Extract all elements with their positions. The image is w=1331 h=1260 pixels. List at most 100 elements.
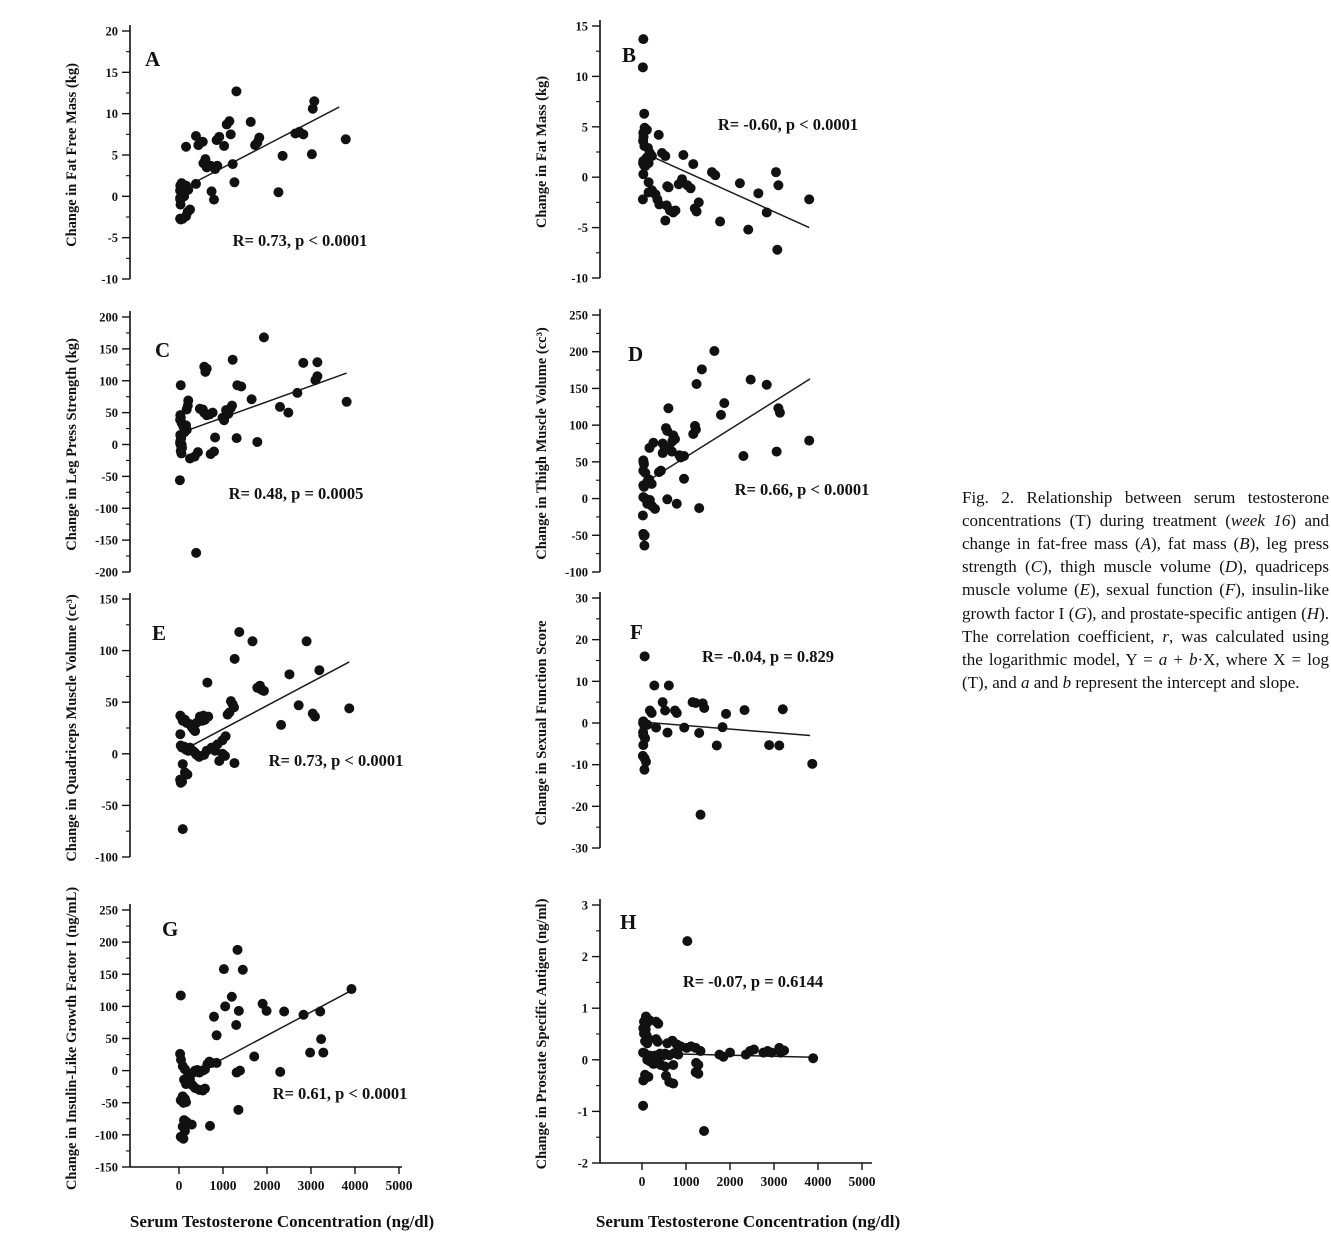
panel-C-ytick: -50 <box>101 470 118 484</box>
panel-G-ytick: 200 <box>99 936 118 950</box>
panel-E-ytick: -50 <box>101 799 118 813</box>
panel-E-ytick: -100 <box>95 851 118 865</box>
panel-G-xtick: 5000 <box>386 1178 413 1193</box>
panel-A-ytick: 5 <box>112 149 118 163</box>
panel-C-ytick: 150 <box>99 342 118 356</box>
panel-A-stats: R= 0.73, p < 0.0001 <box>233 231 368 250</box>
panel-F-chart: 30 20 10 0 -10 -20 -30 Change in Sexual Functio… <box>534 592 834 856</box>
panel-A-ytick: -5 <box>108 231 118 245</box>
panel-H-ytick: -2 <box>578 1157 588 1171</box>
panel-C-ytick: 50 <box>106 406 119 420</box>
panel-F-ytick: 0 <box>582 717 588 731</box>
panel-D-chart: 250 200 150 100 50 0 -50 -100 Change in Thigh Mu… <box>534 309 870 580</box>
panel-H-ytick: 2 <box>582 950 588 964</box>
panel-F-letter: F <box>630 620 643 644</box>
panel-F-ytick: -10 <box>571 758 588 772</box>
panel-C-ytick: 0 <box>112 438 118 452</box>
panel-E-trendline <box>191 661 350 747</box>
panel-G-xtick: 1000 <box>210 1178 237 1193</box>
panel-E-y-axis-label: Change in Quadriceps Muscle Volume (cc³) <box>64 594 80 862</box>
panel-A-ytick: 15 <box>106 66 119 80</box>
panel-G-ytick: 100 <box>99 1000 118 1014</box>
panel-C-stats: R= 0.48, p = 0.0005 <box>229 484 364 503</box>
panel-D-ytick: 100 <box>569 419 588 433</box>
panel-A-points <box>175 86 351 225</box>
panel-B-y-axis-label: Change in Fat Mass (kg) <box>534 76 550 228</box>
panel-G-points <box>175 944 357 1144</box>
panel-H-ytick: -1 <box>578 1105 588 1119</box>
panel-B-points <box>637 34 815 255</box>
panel-H-xtick: 4000 <box>805 1174 832 1189</box>
panel-B-ytick: -10 <box>571 272 588 286</box>
panel-C-y-axis-label: Change in Leg Press Strength (kg) <box>64 338 80 551</box>
panel-G-xtick: 3000 <box>298 1178 325 1193</box>
panel-A-y-axis-label: Change in Fat Free Mass (kg) <box>64 63 80 247</box>
panel-H-y-axis-label: Change in Prostate Specific Antigen (ng/… <box>534 898 550 1169</box>
panel-F-ytick: 10 <box>576 675 589 689</box>
panel-G-letter: G <box>162 917 178 941</box>
panel-B-ytick: -5 <box>578 221 588 235</box>
panel-E-ytick: 50 <box>106 696 119 710</box>
figure-caption: Fig. 2. Relationship between serum testo… <box>962 488 1329 692</box>
panel-F-ytick: 30 <box>576 592 589 606</box>
panel-H-xtick: 0 <box>639 1174 646 1189</box>
panel-G-xtick: 0 <box>176 1178 183 1193</box>
panel-G-y-axis-label: Change in Insulin-Like Growth Factor I (… <box>64 887 80 1190</box>
panel-D-ytick: 50 <box>576 455 589 469</box>
panel-C-points <box>174 332 352 558</box>
panel-G-xtick: 4000 <box>342 1178 369 1193</box>
panel-A-chart: 20 15 10 5 0 -5 -10 Change in Fat Free Mass (kg… <box>64 25 368 287</box>
panel-C-chart: 200 150 100 50 0 -50 -100 -150 -200 Change in Leg… <box>64 311 364 580</box>
panel-G-ytick: 150 <box>99 968 118 982</box>
panel-B-ytick: 15 <box>576 20 589 34</box>
panel-H-points <box>638 936 819 1137</box>
panel-A-ytick: -10 <box>101 273 118 287</box>
panel-D-ytick: 150 <box>569 382 588 396</box>
panel-D-ytick: 250 <box>569 309 588 323</box>
panel-C-ytick: 100 <box>99 374 118 388</box>
panel-G-ytick: -100 <box>95 1128 118 1142</box>
panel-G-chart: 250 200 150 100 50 0 -50 -100 -150 0 1000 2000 3000 4… <box>64 887 413 1193</box>
panel-B-chart: 15 10 5 0 -5 -10 Change in Fat Mass (kg) B R= -0… <box>534 20 858 286</box>
panel-G-stats: R= 0.61, p < 0.0001 <box>273 1084 408 1103</box>
panel-H-ytick: 3 <box>582 899 588 913</box>
panel-D-letter: D <box>628 342 643 366</box>
panel-F-y-axis-label: Change in Sexual Function Score <box>534 620 550 826</box>
panel-H-xtick: 5000 <box>849 1174 876 1189</box>
panel-B-ytick: 10 <box>576 70 589 84</box>
x-axis-title-left: Serum Testosterone Concentration (ng/dl) <box>129 1212 435 1231</box>
panel-F-stats: R= -0.04, p = 0.829 <box>702 647 834 666</box>
panel-G-ytick: 250 <box>99 904 118 918</box>
panel-H-chart: 3 2 1 0 -1 -2 0 1000 2000 3000 4000 5000 Change in P… <box>534 898 876 1189</box>
panel-E-points <box>175 627 355 835</box>
panel-A-ytick: 20 <box>106 25 119 39</box>
panel-E-letter: E <box>152 621 166 645</box>
panel-E-ytick: 0 <box>112 747 118 761</box>
panel-F-ytick: -30 <box>571 842 588 856</box>
panel-D-ytick: 200 <box>569 345 588 359</box>
panel-H-ytick: 0 <box>582 1053 588 1067</box>
panel-G-xtick: 2000 <box>254 1178 281 1193</box>
panel-G-ytick: 50 <box>106 1032 119 1046</box>
panel-E-ytick: 150 <box>99 593 118 607</box>
panel-C-letter: C <box>155 338 170 362</box>
panel-H-letter: H <box>620 910 636 934</box>
panel-G-ytick: -50 <box>101 1096 118 1110</box>
panel-C-ytick: -200 <box>95 566 118 580</box>
panel-C-ytick: 200 <box>99 311 118 325</box>
panel-C-trendline <box>190 372 347 430</box>
x-axis-title-right: Serum Testosterone Concentration (ng/dl) <box>595 1212 901 1231</box>
panel-B-ytick: 0 <box>582 171 588 185</box>
panel-B-letter: B <box>622 43 636 67</box>
panel-G-ytick: 0 <box>112 1064 118 1078</box>
panel-H-ytick: 1 <box>582 1002 588 1016</box>
panel-H-stats: R= -0.07, p = 0.6144 <box>683 972 823 991</box>
panel-D-ytick: -50 <box>571 529 588 543</box>
panel-E-stats: R= 0.73, p < 0.0001 <box>269 751 404 770</box>
panel-D-stats: R= 0.66, p < 0.0001 <box>735 480 870 499</box>
panel-F-points <box>637 651 818 820</box>
panel-B-trendline <box>643 152 810 229</box>
panel-G-ytick: -150 <box>95 1161 118 1175</box>
panel-F-ytick: 20 <box>576 633 589 647</box>
